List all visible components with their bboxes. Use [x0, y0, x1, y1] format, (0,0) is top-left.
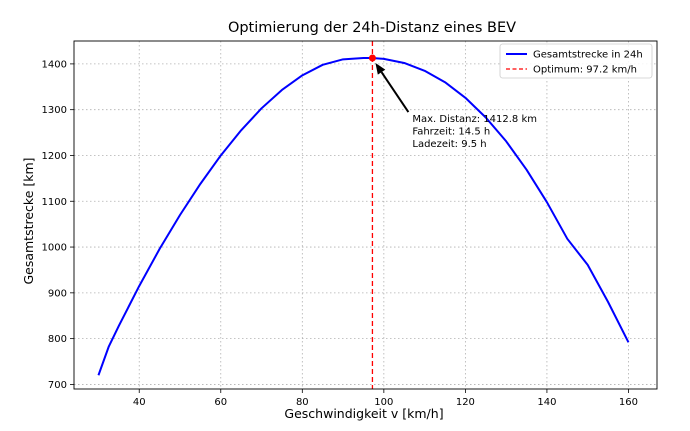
y-tick-label: 700	[48, 380, 67, 391]
y-tick-label: 1100	[42, 197, 67, 208]
optimum-marker	[368, 54, 376, 62]
plot-frame	[73, 40, 658, 390]
annotation-line: Fahrzeit: 14.5 h	[412, 127, 490, 138]
series-line	[97, 57, 630, 376]
y-axis-label: Gesamtstrecke [km]	[21, 157, 36, 284]
legend-label: Gesamtstrecke in 24h	[533, 50, 643, 61]
legend: Gesamtstrecke in 24h Optimum: 97.2 km/h	[499, 43, 653, 79]
legend-label: Optimum: 97.2 km/h	[533, 65, 637, 76]
x-tick-label: 60	[214, 397, 227, 408]
x-tick-label: 160	[619, 397, 638, 408]
ticks-layer: 40 60 80 100 120 140 160 700 800 900 1000 1100 1200 1…	[42, 59, 638, 408]
x-tick-label: 80	[296, 397, 309, 408]
annotation-line: Ladezeit: 9.5 h	[412, 139, 486, 150]
y-tick-label: 900	[48, 288, 67, 299]
grid	[74, 41, 657, 389]
series-layer	[97, 41, 630, 389]
annotation-arrow-shaft	[380, 71, 410, 113]
y-tick-label: 1300	[42, 105, 67, 116]
x-tick-label: 120	[456, 397, 475, 408]
x-axis-label: Geschwindigkeit v [km/h]	[284, 406, 443, 421]
chart-title: Optimierung der 24h-Distanz eines BEV	[228, 20, 516, 36]
annotation: Max. Distanz: 1412.8 km Fahrzeit: 14.5 hL…	[375, 63, 537, 150]
x-tick-label: 140	[537, 397, 556, 408]
annotation-arrow-head	[375, 63, 386, 75]
y-tick-label: 800	[48, 334, 67, 345]
x-tick-label: 40	[133, 397, 146, 408]
y-tick-label: 1200	[42, 151, 67, 162]
legend-box	[499, 43, 653, 79]
y-tick-label: 1000	[42, 243, 67, 254]
annotation-line: Max. Distanz: 1412.8 km	[412, 114, 537, 125]
x-tick-label: 100	[374, 397, 393, 408]
y-tick-label: 1400	[42, 59, 67, 70]
